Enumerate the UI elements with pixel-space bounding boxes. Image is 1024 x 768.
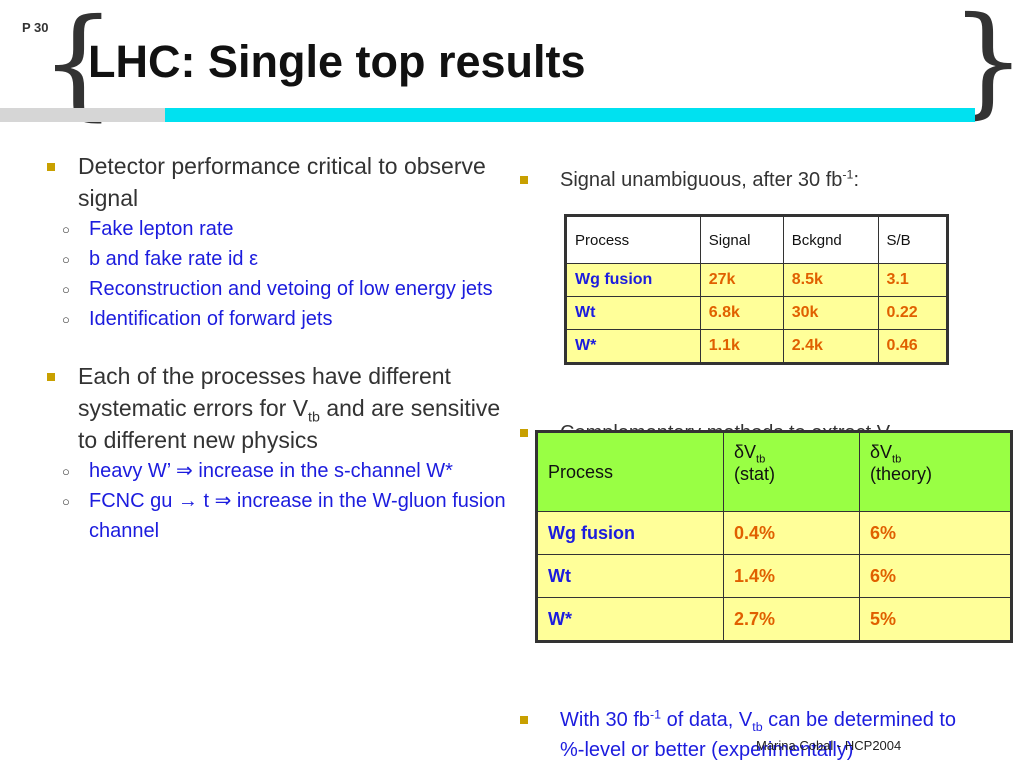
sub-item-fcnc: FCNC gu → t ⇒ increase in the W-gluon fu… (42, 486, 512, 546)
table-cell: 27k (699, 263, 784, 297)
bullet-systematic-errors: Each of the processes have different sys… (42, 360, 512, 456)
signal-table: Process Signal Bckgnd S/B Wg fusion 27k … (564, 214, 949, 365)
table-row: Wg fusion 0.4% 6% (536, 511, 1012, 555)
header-cell: Process (565, 215, 701, 264)
sub-item-fake-lepton: Fake lepton rate (42, 214, 512, 245)
header-cell: δVtb (theory) (859, 431, 1012, 512)
table-cell: 30k (782, 296, 879, 330)
table-cell: 6% (859, 511, 1012, 555)
bullet-vtb-determination: With 30 fb-1 of data, Vtb can be determi… (520, 705, 980, 765)
table-cell: W* (565, 329, 701, 364)
table-cell: 1.4% (723, 554, 860, 598)
table-cell: Wt (536, 554, 724, 598)
table-cell: 2.4k (782, 329, 879, 364)
footer-author: Marina Cobal - HCP2004 (756, 738, 902, 753)
table-row: W* 1.1k 2.4k 0.46 (565, 329, 948, 364)
table-row: Wg fusion 27k 8.5k 3.1 (565, 263, 948, 297)
table-header-row: Process Signal Bckgnd S/B (565, 215, 948, 264)
table-cell: 6.8k (699, 296, 784, 330)
title-rule-gray (0, 108, 165, 122)
right-brace: } (950, 0, 1024, 131)
bullet1-end: : (853, 169, 860, 191)
tb-sub: tb (892, 453, 902, 466)
stat-label: (stat) (734, 464, 776, 484)
sub-item-heavy-w: heavy W’ ⇒ increase in the s-channel W* (42, 456, 512, 487)
table-cell: 5% (859, 597, 1012, 642)
bullet3-a: With 30 fb (560, 709, 651, 731)
header-cell: Bckgnd (782, 215, 879, 264)
bullet3-sup: -1 (650, 707, 662, 722)
title-rule-cyan (165, 108, 975, 122)
table-cell: 0.22 (877, 296, 948, 330)
bullet3-c: can be determined to %-level or better (… (560, 709, 957, 761)
bullet1-sup: -1 (842, 167, 854, 182)
bullet2-prefix: Each of the processes have different sys… (78, 363, 451, 421)
table-cell: 0.46 (877, 329, 948, 364)
sub-list-1: Fake lepton rate b and fake rate id ε Re… (42, 214, 512, 335)
table-row: W* 2.7% 5% (536, 597, 1012, 642)
bullet-detector-performance: Detector performance critical to observe… (42, 150, 512, 214)
table-row: Wt 6.8k 30k 0.22 (565, 296, 948, 330)
left-bullet-list: Detector performance critical to observe… (42, 150, 512, 546)
left-brace: { (40, 0, 117, 133)
table-cell: 1.1k (699, 329, 784, 364)
page-number: P 30 (22, 20, 49, 35)
table-cell: Wg fusion (565, 263, 701, 297)
vtb-table: Process δVtb (stat) δVtb (theory) Wg fusio… (535, 430, 1013, 643)
table-cell: 0.4% (723, 511, 860, 555)
table-cell: 6% (859, 554, 1012, 598)
table-cell: W* (536, 597, 724, 642)
bullet-signal-unambiguous: Signal unambiguous, after 30 fb-1: (520, 165, 1024, 195)
header-cell: Signal (699, 215, 784, 264)
sub-item-forward-jets: Identification of forward jets (42, 304, 512, 335)
delta-vtb-label: δV (734, 442, 757, 462)
table-cell: 3.1 (877, 263, 948, 297)
sub-item-reconstruction: Reconstruction and vetoing of low energy… (42, 274, 512, 305)
table-header-row: Process δVtb (stat) δVtb (theory) (536, 431, 1012, 512)
bullet2-sub: tb (308, 409, 320, 426)
bullet1-text: Signal unambiguous, after 30 fb (560, 169, 843, 191)
slide-title: LHC: Single top results (88, 36, 586, 87)
table-cell: Wg fusion (536, 511, 724, 555)
spacer (42, 334, 512, 360)
table-cell: Wt (565, 296, 701, 330)
header-cell: δVtb (stat) (723, 431, 860, 512)
bullet3-sub: tb (752, 720, 763, 734)
delta-vtb-label: δV (870, 442, 893, 462)
table-cell: 8.5k (782, 263, 879, 297)
header-cell: Process (536, 431, 724, 512)
bullet2-suffix: and are sensitive to different new physi… (78, 395, 501, 453)
sub-list-2: heavy W’ ⇒ increase in the s-channel W* … (42, 456, 512, 546)
header-cell: S/B (877, 215, 948, 264)
sub-item-b-fake-rate: b and fake rate id ε (42, 244, 512, 275)
tb-sub: tb (756, 453, 766, 466)
theory-label: (theory) (870, 464, 933, 484)
table-cell: 2.7% (723, 597, 860, 642)
bullet3-b: of data, V (661, 709, 753, 731)
table-row: Wt 1.4% 6% (536, 554, 1012, 598)
